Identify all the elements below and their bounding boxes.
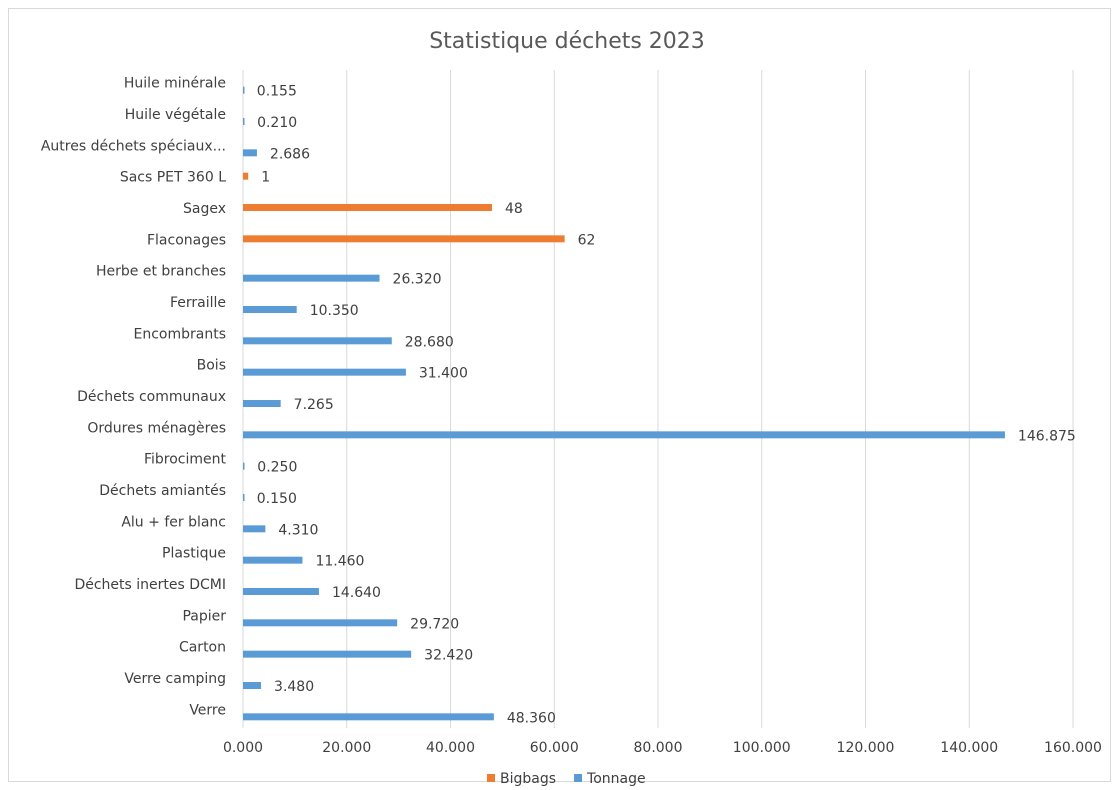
bar — [243, 650, 412, 658]
y-tick-label: Fibrociment — [144, 452, 227, 468]
data-label: 0.155 — [257, 84, 297, 100]
bar — [243, 337, 392, 345]
y-tick-label: Herbe et branches — [96, 264, 226, 280]
data-label: 48 — [505, 201, 523, 217]
bar — [243, 204, 492, 211]
bar — [243, 149, 257, 157]
y-tick-label: Huile végétale — [125, 107, 226, 123]
data-label: 10.350 — [310, 303, 359, 319]
data-label: 0.150 — [257, 491, 297, 507]
data-label: 146.875 — [1018, 428, 1076, 444]
data-label: 31.400 — [419, 366, 468, 382]
chart-frame — [8, 8, 1111, 782]
bar — [243, 274, 380, 282]
bar — [243, 118, 245, 125]
data-label: 7.265 — [294, 397, 334, 413]
data-label: 11.460 — [315, 554, 364, 570]
bar — [243, 462, 245, 470]
data-label: 1 — [261, 170, 270, 186]
legend-swatch — [574, 774, 583, 782]
y-tick-label: Verre — [189, 702, 226, 718]
y-tick-label: Huile minérale — [124, 76, 226, 92]
legend-label: Tonnage — [586, 771, 646, 787]
y-tick-label: Bois — [197, 358, 226, 374]
data-label: 29.720 — [410, 616, 459, 632]
data-label: 2.686 — [270, 146, 310, 162]
bar — [243, 494, 245, 501]
x-tick-label: 140.000 — [940, 740, 998, 756]
y-tick-label: Déchets amiantés — [99, 483, 226, 499]
data-label: 48.360 — [507, 710, 556, 726]
y-tick-label: Plastique — [162, 546, 226, 562]
x-tick-label: 160.000 — [1044, 740, 1102, 756]
x-tick-label: 20.000 — [322, 740, 371, 756]
bar — [243, 235, 565, 243]
bar — [243, 588, 319, 595]
legend-swatch — [487, 774, 495, 782]
data-label: 4.310 — [278, 522, 318, 538]
bar — [243, 556, 303, 564]
data-label: 26.320 — [393, 272, 442, 288]
bar — [243, 368, 406, 376]
y-tick-label: Déchets communaux — [77, 389, 226, 405]
y-tick-label: Sacs PET 360 L — [120, 170, 226, 186]
x-tick-label: 120.000 — [837, 740, 895, 756]
y-tick-label: Flaconages — [147, 232, 226, 248]
y-tick-label: Sagex — [183, 201, 226, 217]
x-tick-label: 60.000 — [530, 740, 579, 756]
x-tick-label: 40.000 — [426, 740, 475, 756]
bar — [243, 525, 266, 533]
y-tick-label: Papier — [182, 608, 226, 624]
y-tick-label: Ordures ménagères — [87, 420, 226, 436]
x-tick-label: 0.000 — [223, 740, 263, 756]
y-tick-label: Autres déchets spéciaux... — [41, 138, 226, 154]
data-label: 32.420 — [424, 648, 473, 664]
data-label: 28.680 — [405, 334, 454, 350]
y-tick-label: Déchets inertes DCMI — [74, 577, 226, 593]
x-tick-label: 80.000 — [634, 740, 683, 756]
y-tick-label: Ferraille — [170, 295, 226, 311]
bar — [243, 400, 281, 407]
y-tick-label: Encombrants — [134, 326, 227, 342]
data-label: 3.480 — [274, 679, 314, 695]
legend-label: Bigbags — [500, 771, 556, 787]
data-label: 14.640 — [332, 585, 381, 601]
data-label: 0.250 — [257, 460, 297, 476]
bar — [243, 682, 262, 689]
bar — [243, 306, 297, 313]
y-tick-label: Carton — [179, 640, 226, 656]
y-tick-label: Alu + fer blanc — [121, 514, 226, 530]
bar — [243, 172, 249, 180]
x-tick-label: 100.000 — [733, 740, 791, 756]
chart-title: Statistique déchets 2023 — [429, 29, 705, 54]
bar — [243, 619, 398, 627]
bar — [243, 431, 1005, 439]
data-label: 62 — [578, 232, 596, 248]
bar — [243, 86, 245, 94]
data-label: 0.210 — [257, 115, 297, 131]
bar — [243, 713, 494, 721]
y-tick-label: Verre camping — [124, 671, 226, 687]
